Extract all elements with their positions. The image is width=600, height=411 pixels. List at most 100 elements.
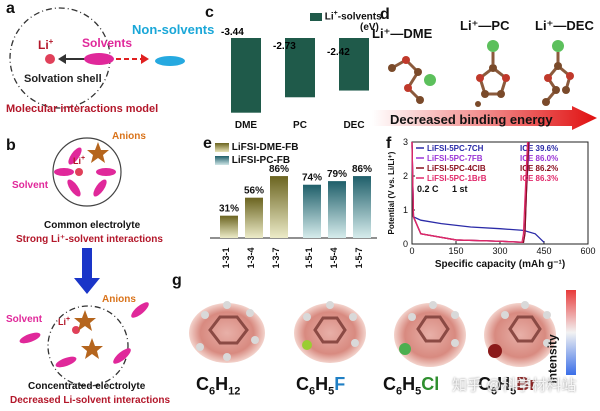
- pc-molecule: [475, 40, 510, 107]
- intensity-colorbar: [566, 290, 576, 375]
- e-bar-1-3-7: [270, 176, 288, 238]
- concentrated-electrolyte-title: Concentrated electrolyte: [28, 381, 146, 392]
- solvent-ellipse: [19, 332, 41, 344]
- formula-c6h5f: C6H5F: [296, 374, 346, 398]
- li-ion-sphere: [75, 168, 83, 176]
- f-legend-name: LiFSI-5PC-7FB: [427, 154, 483, 163]
- panel-d-molecules: [388, 40, 574, 107]
- panel-b-common-drawing: [52, 137, 122, 207]
- f-y-tick-label: 2: [403, 171, 408, 181]
- panel-g-molecules: [189, 301, 556, 367]
- down-arrow: [74, 248, 100, 294]
- f-legend-ice: ICE 86.3%: [520, 174, 558, 183]
- f-y-tick-label: 1: [403, 205, 408, 215]
- f-x-tick-label: 600: [580, 246, 595, 256]
- f-legend-ice: ICE 86.0%: [520, 154, 558, 163]
- e-tick-label: 1-3-7: [271, 247, 281, 268]
- anion-star: [74, 310, 96, 331]
- solvation-shell-label: Solvation shell: [24, 73, 102, 85]
- solvent-ellipse: [96, 168, 116, 176]
- f-x-tick-label: 0: [409, 246, 414, 256]
- solvent-ellipse: [67, 179, 81, 197]
- formula-c6h5br: C6H5Br: [478, 374, 537, 398]
- f-series-line-4: [411, 141, 529, 243]
- solvent-ellipse: [131, 302, 149, 318]
- f-legend-name: LiFSI-5PC-7CH: [427, 144, 484, 153]
- solvents-label: Solvents: [82, 36, 133, 50]
- e-tick-label: 1-3-1: [221, 247, 231, 268]
- c-tick-label: PC: [293, 120, 307, 131]
- legend-item-pc: LiFSI-PC-FB: [215, 154, 298, 167]
- solvent-ellipse: [93, 179, 107, 197]
- anions-label: Anions: [102, 294, 136, 305]
- anion-star: [87, 142, 109, 163]
- e-pct-label: 31%: [219, 204, 239, 215]
- e-pct-label: 86%: [352, 164, 372, 175]
- anion-star: [81, 338, 103, 359]
- panel-f-label: f: [386, 135, 392, 152]
- panel-g-label: g: [172, 272, 182, 289]
- panel-e-legend: LiFSI-DME-FB LiFSI-PC-FB: [215, 141, 298, 167]
- e-bar-1-5-4: [328, 181, 346, 238]
- d-mol-label-2: Li⁺—DEC: [535, 18, 594, 33]
- e-tick-label: 1-5-7: [354, 247, 364, 268]
- li-ion-label: Li+: [38, 37, 54, 52]
- c6h5f-surface: [294, 301, 366, 363]
- e-pct-label: 74%: [302, 173, 322, 184]
- e-pct-label: 86%: [269, 164, 289, 175]
- non-solvents-label: Non-solvents: [132, 22, 215, 37]
- binding-energy-text: Decreased binding energy: [390, 112, 553, 127]
- c6h5br-surface: [484, 301, 556, 367]
- panel-b-concentrated-drawing: [19, 302, 149, 387]
- anions-label: Anions: [112, 131, 146, 142]
- c-tick-label: DEC: [343, 120, 364, 131]
- li-ion-label: Li+: [73, 155, 86, 166]
- f-legend-name: LiFSI-5PC-1BrB: [427, 174, 487, 183]
- formula-c6h5cl: C6H5Cl: [383, 374, 440, 398]
- binding-energy-arrow: [372, 106, 597, 130]
- f-y-axis-label: Potential (V vs. Li/Li⁺): [387, 151, 396, 234]
- solvent-ellipse: [113, 348, 131, 364]
- dme-molecule: [388, 56, 436, 104]
- e-bar-1-3-1: [220, 215, 238, 238]
- non-solvent-ellipse: [155, 56, 185, 66]
- f-cycle-label: 1 st: [452, 184, 468, 194]
- panel-c-bar-chart: DME PC DEC: [231, 38, 369, 131]
- e-bar-1-5-1: [303, 184, 321, 238]
- f-x-axis-label: Specific capacity (mAh g⁻¹): [435, 259, 565, 270]
- common-electrolyte-subtitle: Strong Li⁺-solvent interactions: [16, 234, 163, 245]
- legend-swatch: [310, 12, 322, 21]
- d-mol-label-1: Li⁺—PC: [460, 18, 510, 33]
- watermark: 知乎 @科学材料站: [452, 377, 577, 394]
- panel-e-label: e: [203, 135, 212, 152]
- c-bar-dec: [339, 38, 369, 91]
- f-y-tick-label: 3: [403, 137, 408, 147]
- c-bar-pc: [285, 38, 315, 98]
- c-value-label-2: -2.42: [327, 47, 350, 58]
- c6h5cl-surface: [394, 301, 466, 367]
- li-ion-sphere: [72, 326, 80, 334]
- dec-molecule: [542, 40, 574, 106]
- c-bar-dme: [231, 38, 261, 113]
- c6h12-surface: [189, 301, 265, 363]
- li-ion-label: Li+: [58, 316, 71, 327]
- panel-a-drawing: [9, 7, 185, 109]
- panel-d-label: d: [380, 6, 390, 23]
- common-electrolyte-title: Common electrolyte: [44, 220, 141, 231]
- li-ion-sphere: [45, 54, 55, 64]
- c-value-label-0: -3.44: [221, 27, 244, 38]
- concentrated-shell-circle: [47, 305, 129, 387]
- f-x-tick-label: 450: [536, 246, 551, 256]
- common-shell-circle: [52, 137, 122, 207]
- f-legend-ice: ICE 39.6%: [520, 144, 558, 153]
- e-tick-label: 1-3-4: [246, 247, 256, 268]
- panel-b-label: b: [6, 137, 16, 154]
- solvent-ellipse: [55, 356, 77, 368]
- panel-e-bar-chart: 31% 1-3-1 56% 1-3-4 86% 1-3-7 74% 1-5-1 79% 1-5-4…: [210, 164, 377, 269]
- d-mol-label-0: Li⁺—DME: [372, 26, 433, 41]
- panel-a-label: a: [6, 0, 15, 17]
- e-tick-label: 1-5-4: [329, 247, 339, 268]
- e-bar-1-3-4: [245, 197, 263, 238]
- legend-swatch: [215, 155, 229, 165]
- legend-item-dme: LiFSI-DME-FB: [215, 141, 298, 154]
